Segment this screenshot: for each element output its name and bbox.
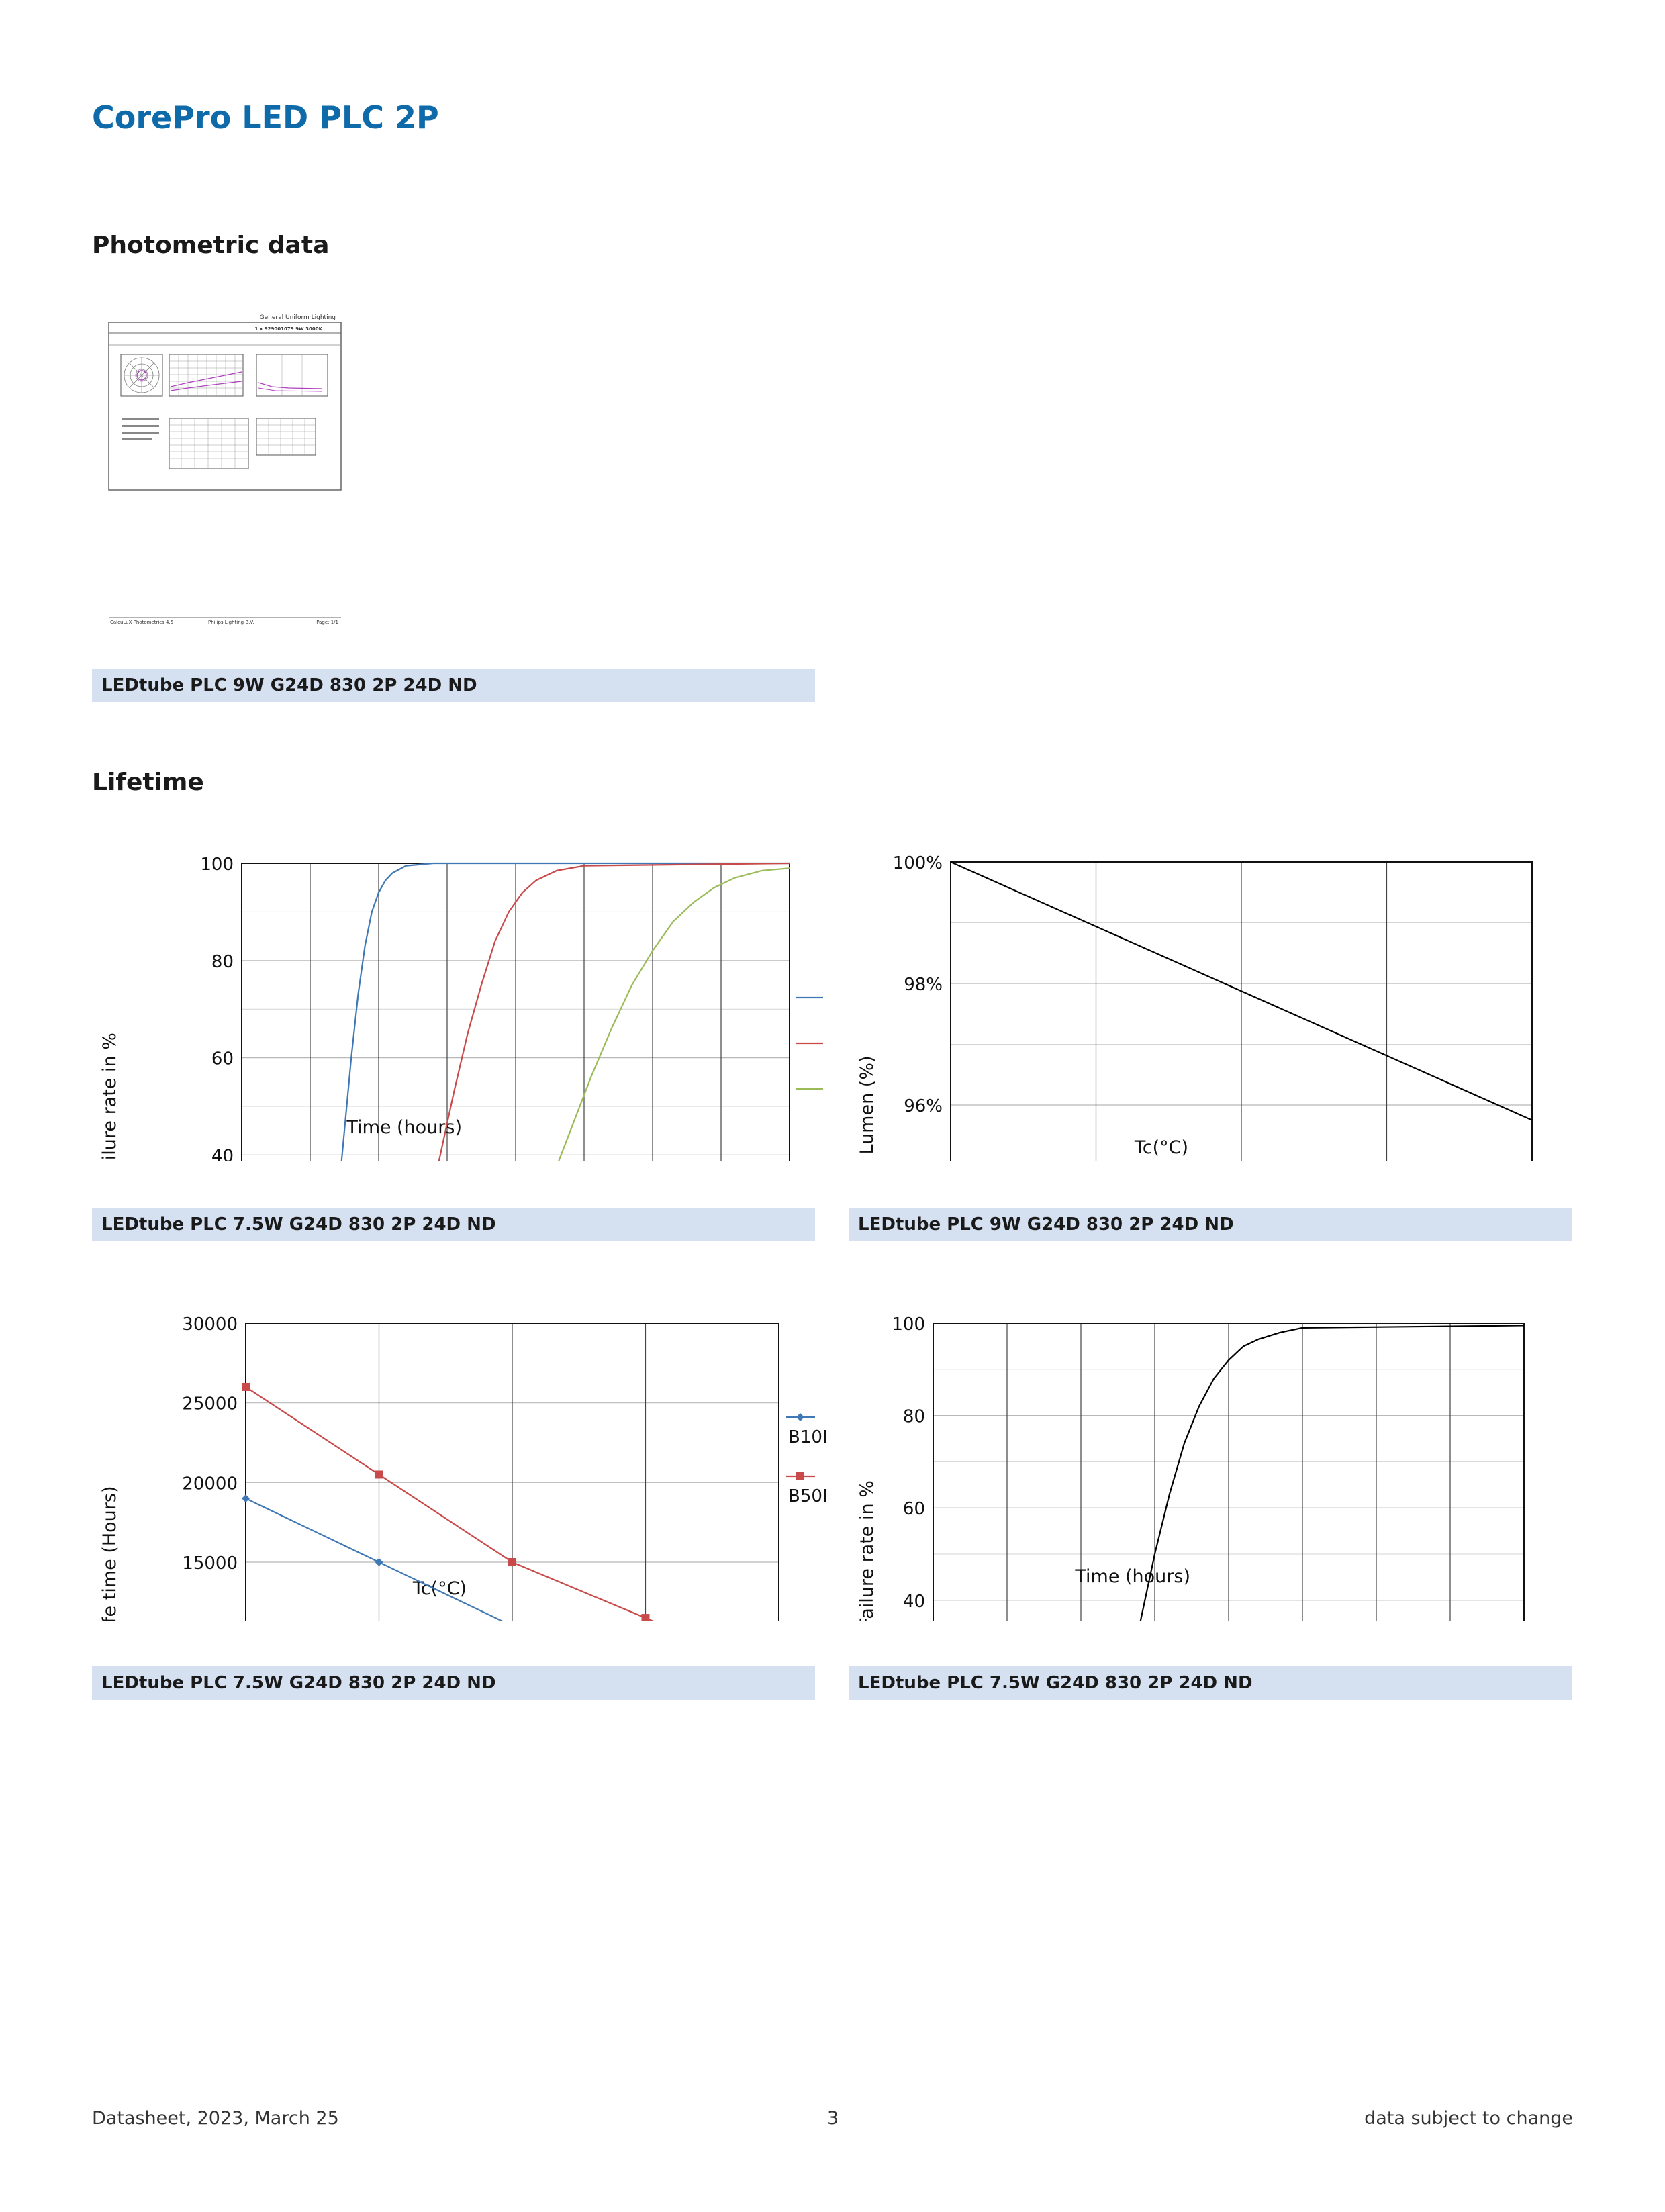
data-point-diamond xyxy=(242,1494,250,1503)
data-point-square xyxy=(641,1614,650,1621)
plot-frame xyxy=(950,861,1533,1161)
y-tick-label: 80 xyxy=(211,952,234,972)
ugr-diagram xyxy=(256,354,328,397)
legend-label: B10L70 xyxy=(788,1427,826,1447)
chart-body: 85909510010592%94%96%98%100%Tc(°C)Lumen … xyxy=(857,853,1533,1161)
section-heading-photometric: Photometric data xyxy=(92,232,330,259)
document-title: CorePro LED PLC 2P xyxy=(92,99,439,136)
data-point-diamond xyxy=(375,1558,383,1566)
sheet-footer-left: CalcuLuX Photometrics 4.5 xyxy=(110,620,173,625)
y-axis-label: Failure rate in % xyxy=(857,1480,877,1621)
lumen-vs-temperature-chart: 85909510010592%94%96%98%100%Tc(°C)Lumen … xyxy=(857,853,1533,1161)
photometric-caption: LEDtube PLC 9W G24D 830 2P 24D ND xyxy=(92,669,815,702)
chart3-caption: LEDtube PLC 7.5W G24D 830 2P 24D ND xyxy=(92,1666,815,1700)
x-axis-label: Tc(°C) xyxy=(1134,1137,1188,1158)
y-tick-label: 40 xyxy=(211,1146,234,1161)
chart2-caption: LEDtube PLC 9W G24D 830 2P 24D ND xyxy=(849,1208,1572,1241)
y-tick-label: 100 xyxy=(892,1314,925,1335)
footer-left: Datasheet, 2023, March 25 xyxy=(92,2108,339,2129)
data-point-square xyxy=(508,1558,516,1566)
footer-right: data subject to change xyxy=(1364,2108,1573,2129)
x-axis-label: Time (hours) xyxy=(1074,1566,1190,1587)
y-tick-label: 98% xyxy=(904,975,943,995)
chart-body: 0500010000150002000025000300003500040000… xyxy=(99,855,823,1161)
failure-rate-chart-7w5: 0500010000150002000025000300003500040000… xyxy=(99,855,823,1161)
quantity-estimation-diagram xyxy=(169,354,244,397)
y-tick-label: 96% xyxy=(904,1096,943,1116)
polar-diagram-icon xyxy=(120,354,163,397)
y-tick-label: 40 xyxy=(903,1592,925,1612)
y-tick-label: 25000 xyxy=(182,1394,238,1414)
series-line xyxy=(557,867,790,1161)
data-point-square xyxy=(375,1470,383,1479)
photometric-sheet-thumbnail: General Uniform Lighting 1 x 929001079 9… xyxy=(108,314,342,625)
y-tick-label: 60 xyxy=(903,1499,925,1519)
plot-frame xyxy=(933,1323,1525,1621)
failure-rate-chart-7w5-b: 0500010000150002000025000300003500040000… xyxy=(857,1314,1525,1621)
footer-page-number: 3 xyxy=(827,2108,839,2129)
legend-label: B50L70 xyxy=(788,1486,826,1506)
series-line xyxy=(340,862,790,1161)
section-heading-lifetime: Lifetime xyxy=(92,769,204,796)
y-axis-label: Failure rate in % xyxy=(99,1032,120,1161)
y-tick-label: 30000 xyxy=(182,1314,238,1335)
series-line xyxy=(438,862,790,1161)
x-axis-label: Time (hours) xyxy=(346,1117,462,1138)
sheet-frame xyxy=(108,322,342,491)
sheet-footer-mid: Philips Lighting B.V. xyxy=(208,620,254,625)
series-line xyxy=(950,861,1533,1121)
y-axis-label: Lumen (%) xyxy=(857,1055,877,1154)
data-point-square xyxy=(242,1382,250,1391)
illuminance-table xyxy=(169,418,249,469)
legend-marker xyxy=(796,1413,804,1421)
legend-marker xyxy=(796,1472,804,1480)
chart-body: 0500010000150002000025000300003500040000… xyxy=(857,1314,1525,1621)
series-line xyxy=(1139,1325,1525,1621)
plot-frame xyxy=(245,1323,779,1621)
y-axis-label: Life time (Hours) xyxy=(99,1486,120,1622)
series-line xyxy=(245,1498,505,1621)
chart4-caption: LEDtube PLC 7.5W G24D 830 2P 24D ND xyxy=(849,1666,1572,1700)
luminance-table xyxy=(256,418,316,456)
y-tick-label: 80 xyxy=(903,1407,925,1427)
y-tick-label: 60 xyxy=(211,1049,234,1069)
y-tick-label: 100% xyxy=(893,853,943,873)
y-tick-label: 15000 xyxy=(182,1553,238,1574)
lifetime-vs-temperature-chart: 8590951001050500010000150002000025000300… xyxy=(99,1314,826,1621)
y-tick-label: 100 xyxy=(200,855,234,875)
chart1-caption: LEDtube PLC 7.5W G24D 830 2P 24D ND xyxy=(92,1208,815,1241)
chart-body: 8590951001050500010000150002000025000300… xyxy=(99,1314,826,1621)
sheet-header: General Uniform Lighting xyxy=(260,314,336,321)
sheet-footer-right: Page: 1/1 xyxy=(316,620,338,625)
sheet-subheader: 1 x 929001079 9W 3000K xyxy=(255,326,323,332)
y-tick-label: 20000 xyxy=(182,1474,238,1494)
